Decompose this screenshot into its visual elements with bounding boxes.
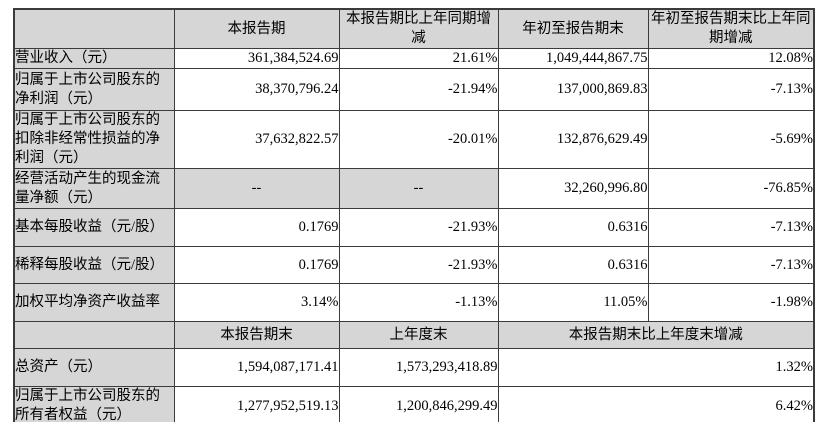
value-cell: -7.13% [647,68,815,111]
corner-cell [13,8,175,49]
row-label-net-profit: 归属于上市公司股东的净利润（元） [13,68,175,111]
col-header-ytd-yoy: 年初至报告期末比上年同期增减 [647,8,815,49]
col-header-change-vs-prior-year-end: 本报告期末比上年度末增减 [497,321,815,349]
value-cell: 0.6316 [497,208,649,247]
value-cell: -20.01% [338,110,499,169]
value-cell: 1,594,087,171.41 [173,348,340,387]
row-label-diluted-eps: 稀释每股收益（元/股） [13,246,175,284]
value-cell: 1,200,846,299.49 [338,386,499,422]
table-row-basic-eps: 基本每股收益（元/股） 0.1769 -21.93% 0.6316 -7.13% [13,208,815,247]
value-cell: -21.94% [338,68,499,111]
value-cell: 11.05% [497,283,649,322]
col-header-current-period-yoy: 本报告期比上年同期增减 [338,8,499,49]
table-row-net-profit: 归属于上市公司股东的净利润（元） 38,370,796.24 -21.94% 1… [13,68,815,111]
value-cell-not-applicable: -- [173,168,340,209]
value-cell: 1,277,952,519.13 [173,386,340,422]
value-cell: 1.32% [497,348,815,387]
value-cell: -5.69% [647,110,815,169]
value-cell: 1,573,293,418.89 [338,348,499,387]
row-label-operating-revenue: 营业收入（元） [13,48,175,69]
value-cell: 0.1769 [173,208,340,247]
table-row-weighted-avg-roe: 加权平均净资产收益率 3.14% -1.13% 11.05% -1.98% [13,283,815,322]
value-cell: 38,370,796.24 [173,68,340,111]
financial-summary-table: 本报告期 本报告期比上年同期增减 年初至报告期末 年初至报告期末比上年同期增减 … [13,8,815,422]
table-row-diluted-eps: 稀释每股收益（元/股） 0.1769 -21.93% 0.6316 -7.13% [13,246,815,284]
table-header-row-period-end: 本报告期末 上年度末 本报告期末比上年度末增减 [13,321,815,349]
value-cell: -7.13% [647,246,815,284]
table-row-net-profit-excl-nonrecurring: 归属于上市公司股东的扣除非经常性损益的净利润（元） 37,632,822.57 … [13,110,815,169]
table-row-total-assets: 总资产（元） 1,594,087,171.41 1,573,293,418.89… [13,348,815,387]
value-cell-not-applicable: -- [338,168,499,209]
value-cell: -7.13% [647,208,815,247]
value-cell: 21.61% [338,48,499,69]
value-cell: -76.85% [647,168,815,209]
value-cell: 3.14% [173,283,340,322]
col-header-current-period: 本报告期 [173,8,340,49]
row-label-total-assets: 总资产（元） [13,348,175,387]
value-cell: -1.98% [647,283,815,322]
value-cell: 32,260,996.80 [497,168,649,209]
table-row-operating-revenue: 营业收入（元） 361,384,524.69 21.61% 1,049,444,… [13,48,815,69]
col-header-prior-year-end: 上年度末 [338,321,499,349]
value-cell: 6.42% [497,386,815,422]
col-header-period-end: 本报告期末 [173,321,340,349]
value-cell: 137,000,869.83 [497,68,649,111]
row-label-net-profit-excl-nonrecurring: 归属于上市公司股东的扣除非经常性损益的净利润（元） [13,110,175,169]
corner-cell [13,321,175,349]
table-header-row-period: 本报告期 本报告期比上年同期增减 年初至报告期末 年初至报告期末比上年同期增减 [13,8,815,49]
table-row-owners-equity: 归属于上市公司股东的所有者权益（元） 1,277,952,519.13 1,20… [13,386,815,422]
value-cell: 12.08% [647,48,815,69]
value-cell: -1.13% [338,283,499,322]
value-cell: 132,876,629.49 [497,110,649,169]
value-cell: -21.93% [338,208,499,247]
row-label-basic-eps: 基本每股收益（元/股） [13,208,175,247]
row-label-weighted-avg-roe: 加权平均净资产收益率 [13,283,175,322]
row-label-operating-cash-flow: 经营活动产生的现金流量净额（元） [13,168,175,209]
value-cell: 0.6316 [497,246,649,284]
value-cell: 1,049,444,867.75 [497,48,649,69]
value-cell: -21.93% [338,246,499,284]
row-label-owners-equity: 归属于上市公司股东的所有者权益（元） [13,386,175,422]
value-cell: 361,384,524.69 [173,48,340,69]
value-cell: 37,632,822.57 [173,110,340,169]
table-row-operating-cash-flow: 经营活动产生的现金流量净额（元） -- -- 32,260,996.80 -76… [13,168,815,209]
col-header-ytd: 年初至报告期末 [497,8,649,49]
value-cell: 0.1769 [173,246,340,284]
